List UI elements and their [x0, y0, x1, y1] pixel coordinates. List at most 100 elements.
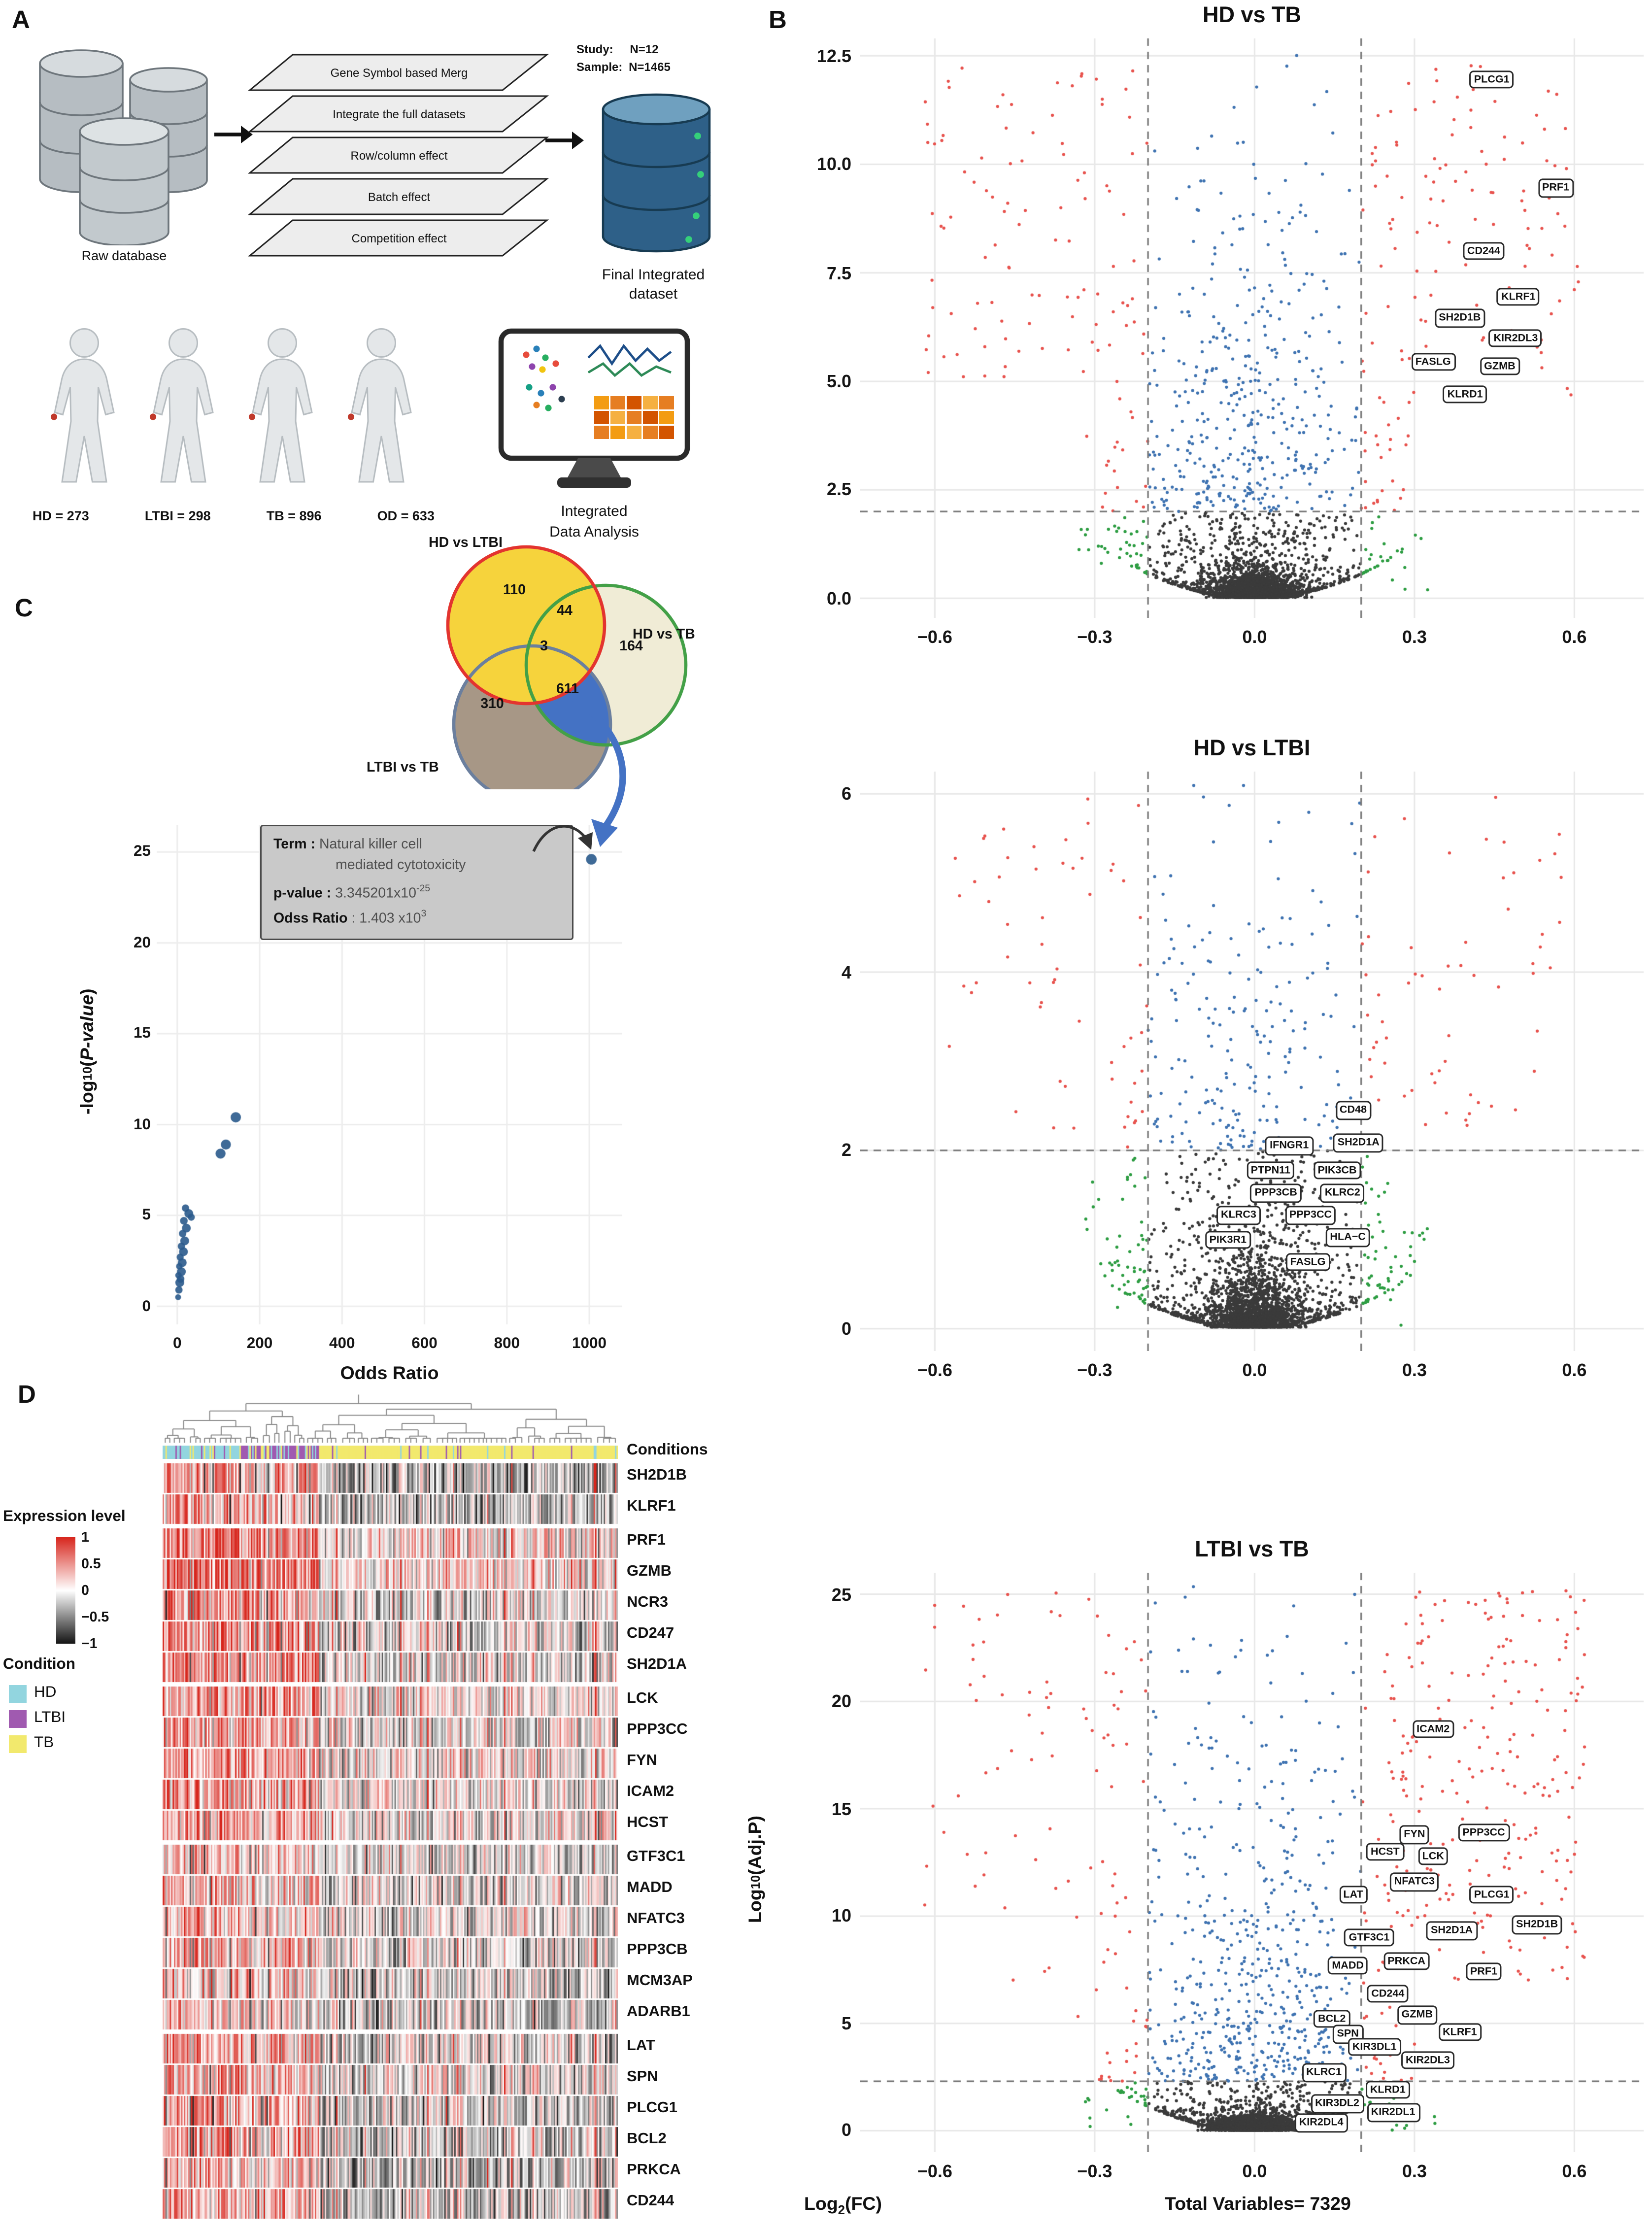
gene-label-box: PPP3CC [1284, 1206, 1337, 1225]
gene-label-box: PLCG1 [1469, 1885, 1514, 1904]
pipeline-step-label: Integrate the full datasets [333, 108, 466, 121]
heatmap-gene-label: PPP3CC [627, 1722, 688, 1738]
gene-label-box: KLRF1 [1438, 2023, 1482, 2041]
y-tick-label: 2 [841, 1140, 851, 1161]
heatmap-gene-label: LAT [627, 2038, 655, 2055]
y-tick-label: 4 [841, 962, 851, 983]
y-tick-label: 10.0 [816, 154, 851, 175]
heatmap-gene-label: GZMB [627, 1564, 672, 1580]
expression-scale-tick: −1 [81, 1636, 98, 1653]
venn-hd-ltbi-outline [446, 545, 607, 706]
y-tick-label: 2.5 [826, 479, 851, 501]
heatmap-gene-label: CD247 [627, 1626, 674, 1642]
gene-label-box: FASLG [1411, 352, 1455, 371]
expression-legend-title: Expression level [3, 1508, 126, 1525]
y-axis-label-adjp: Log10(Adj.P) [745, 1816, 766, 1924]
pipeline-step-label: Batch effect [368, 191, 431, 204]
enrichment-annotation-box: Term : Natural killer cell mediated cyto… [260, 825, 573, 941]
volcano-plot-ltbi-vs-tb: LTBI vs TB Log2(FC) Total Variables= 732… [792, 1534, 1652, 2229]
cohort-labels: HD = 273 LTBI = 298 TB = 896 OD = 633 [33, 508, 435, 523]
gene-label-box: KIR2DL4 [1294, 2114, 1348, 2132]
venn-set-label-bottom: LTBI vs TB [367, 760, 439, 776]
monitor-heatmap-chart [594, 396, 674, 439]
study-value: N=12 [630, 43, 659, 56]
venn-hd-ltbi-circle [448, 547, 605, 704]
heatmap-gene-label: LCK [627, 1691, 658, 1707]
x-tick-label: −0.6 [917, 2161, 952, 2182]
venn-diagram: 110 44 3 164 611 310 [446, 545, 688, 789]
plot-title: HD vs LTBI [1193, 736, 1311, 761]
heatmap-gene-label: NCR3 [627, 1595, 669, 1611]
plot-title: HD vs TB [1202, 3, 1302, 28]
gene-label-box: BCL2 [1314, 2010, 1350, 2028]
gene-label-box: SH2D1A [1426, 1922, 1478, 1941]
panel-c-letter: C [15, 594, 33, 622]
venn-set-label-top: HD vs LTBI [429, 535, 503, 551]
gene-label-box: MADD [1327, 1956, 1369, 1975]
db-status-dots [685, 133, 704, 243]
expression-scale-tick: 0 [81, 1583, 89, 1599]
condition-swatch-hd [9, 1685, 27, 1703]
y-axis-label-pvalue: -log10(P-value) [77, 988, 98, 1114]
final-database-icon [602, 93, 711, 253]
gene-label-box: FYN [1399, 1825, 1430, 1844]
panel-b-letter: B [769, 6, 787, 34]
heatmap-gene-label: HCST [627, 1815, 669, 1831]
x-tick-label: −0.6 [917, 627, 952, 647]
heatmap-gene-label: NFATC3 [627, 1911, 685, 1927]
gene-label-box: KLRD1 [1365, 2081, 1410, 2099]
x-tick-label: −0.6 [917, 1360, 952, 1381]
volcano-canvas [860, 772, 1644, 1351]
pipeline-steps: Gene Symbol based Merg Integrate the ful… [248, 54, 549, 257]
study-label: Study: [576, 43, 613, 56]
expression-scale-tick: 1 [81, 1530, 89, 1546]
conditions-bar-canvas [163, 1446, 618, 1459]
x-tick-label: 0.0 [1242, 2161, 1267, 2182]
gene-label-box: KLRC1 [1302, 2063, 1346, 2082]
gene-label-box: PIK3CB [1313, 1161, 1361, 1180]
y-tick-label: 10 [133, 1115, 151, 1134]
x-tick-label: −0.3 [1077, 1360, 1113, 1381]
gene-label-box: PRF1 [1537, 179, 1574, 198]
heatmap-canvas [163, 1463, 618, 2219]
annotation-pointer-arrow [532, 825, 593, 852]
gene-label-box: SH2D1A [1333, 1134, 1384, 1153]
venn-to-plot-arrow [567, 693, 626, 847]
condition-swatch-tb [9, 1735, 27, 1753]
expression-scale-tick: 0.5 [81, 1556, 101, 1573]
y-tick-label: 15 [133, 1025, 151, 1043]
y-tick-label: 5 [142, 1206, 151, 1224]
monitor-icon [498, 328, 690, 488]
venn-count-center: 3 [540, 638, 548, 654]
gene-label-box: KIR2DL3 [1401, 2051, 1454, 2069]
gene-label-box: PRF1 [1465, 1962, 1502, 1981]
heatmap-gene-label: CD244 [627, 2194, 674, 2210]
gene-label-box: PTPN11 [1246, 1161, 1295, 1180]
gene-label-box: CD48 [1335, 1101, 1372, 1120]
y-tick-label: 15 [831, 1798, 851, 1820]
monitor-label: Integrated Data Analysis [549, 504, 639, 540]
condition-legend-title: Condition [3, 1655, 75, 1673]
gene-label-box: PLCG1 [1469, 70, 1514, 89]
gene-label-box: PIK3R1 [1205, 1230, 1251, 1249]
gene-label-box: IFNGR1 [1265, 1137, 1314, 1155]
y-tick-label: 10 [831, 1905, 851, 1926]
panel-d-letter: D [18, 1381, 36, 1409]
y-tick-label: 0.0 [826, 588, 851, 609]
gene-label-box: KLRC3 [1216, 1206, 1261, 1225]
heatmap-gene-label: ICAM2 [627, 1784, 674, 1800]
heatmap-gene-label: KLRF1 [627, 1499, 676, 1515]
x-tick-label: 0 [173, 1335, 182, 1352]
x-tick-label: 0.6 [1562, 627, 1587, 647]
expression-scale-tick: −0.5 [81, 1610, 109, 1626]
x-tick-label: 0.3 [1402, 627, 1427, 647]
y-tick-label: 12.5 [816, 45, 851, 67]
gene-label-box: PRKCA [1383, 1952, 1430, 1970]
condition-legend-label: HD [34, 1684, 57, 1701]
pipeline-step-label: Competition effect [352, 232, 447, 245]
x-tick-label: 0.0 [1242, 1360, 1267, 1381]
venn-count-top-only: 110 [503, 582, 526, 598]
y-tick-label: 0 [142, 1297, 151, 1316]
y-tick-label: 7.5 [826, 262, 851, 283]
